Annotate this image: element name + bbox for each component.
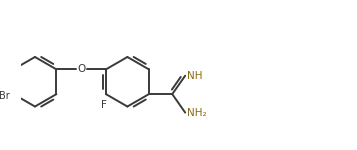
Text: NH₂: NH₂ <box>187 108 207 118</box>
Text: F: F <box>101 100 107 110</box>
Text: O: O <box>77 64 85 74</box>
Text: Br: Br <box>0 91 10 101</box>
Text: NH: NH <box>187 71 203 81</box>
